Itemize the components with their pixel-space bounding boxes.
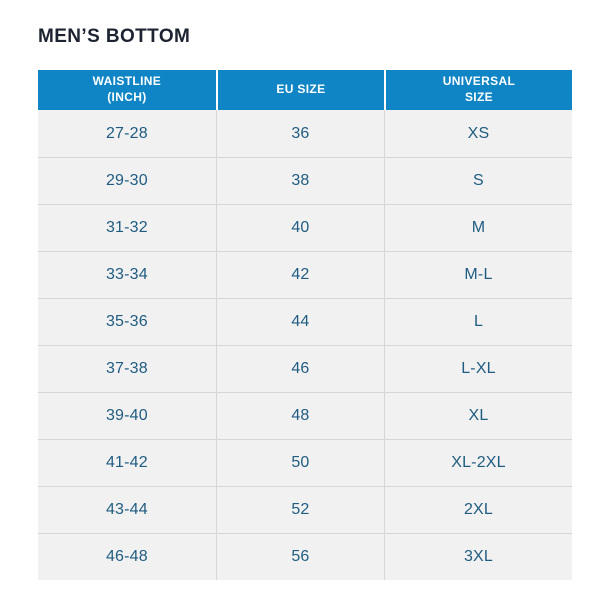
cell-eu-size: 42 xyxy=(215,252,384,298)
column-header-label: SIZE xyxy=(464,90,494,104)
cell-waistline: 31-32 xyxy=(105,219,148,236)
cell-eu-size: 38 xyxy=(215,158,384,204)
column-header-eu-size: EU SIZE xyxy=(215,70,384,110)
table-header-row: WAISTLINE (INCH) EU SIZE UNIVERSAL SIZE xyxy=(38,70,572,110)
column-header-waistline: WAISTLINE (INCH) xyxy=(38,70,216,110)
cell-eu-size: 56 xyxy=(215,534,384,580)
cell-waistline: 37-38 xyxy=(105,360,148,377)
cell-eu-size: 48 xyxy=(215,393,384,439)
column-header-label: (INCH) xyxy=(107,90,147,104)
table-row: 31-32 40 M xyxy=(38,204,572,251)
cell-universal-size: XS xyxy=(384,110,572,157)
column-header-label: UNIVERSAL xyxy=(442,74,516,89)
table-row: 37-38 46 L-XL xyxy=(38,345,572,392)
page-title: MEN’S BOTTOM xyxy=(38,26,191,47)
cell-universal-size: M xyxy=(384,205,572,251)
column-header-label: WAISTLINE xyxy=(92,74,162,89)
cell-waistline: 33-34 xyxy=(105,266,148,283)
cell-eu-size: 44 xyxy=(215,299,384,345)
cell-eu-size: 40 xyxy=(215,205,384,251)
table-body: 27-28 36 XS 29-30 38 S 31-32 40 M 33-34 … xyxy=(38,110,572,580)
cell-waistline: 39-40 xyxy=(105,407,148,424)
cell-universal-size: L-XL xyxy=(384,346,572,392)
table-row: 39-40 48 XL xyxy=(38,392,572,439)
cell-waistline: 46-48 xyxy=(105,548,148,565)
column-header-universal-size: UNIVERSAL SIZE xyxy=(384,70,572,110)
cell-universal-size: XL-2XL xyxy=(384,440,572,486)
table-row: 43-44 52 2XL xyxy=(38,486,572,533)
cell-universal-size: S xyxy=(384,158,572,204)
cell-universal-size: L xyxy=(384,299,572,345)
cell-waistline: 35-36 xyxy=(105,313,148,330)
table-row: 29-30 38 S xyxy=(38,157,572,204)
cell-eu-size: 46 xyxy=(215,346,384,392)
column-header-label: EU SIZE xyxy=(276,82,326,97)
cell-universal-size: M-L xyxy=(384,252,572,298)
size-chart-table: WAISTLINE (INCH) EU SIZE UNIVERSAL SIZE … xyxy=(38,70,572,580)
table-row: 35-36 44 L xyxy=(38,298,572,345)
cell-waistline: 29-30 xyxy=(105,172,148,189)
cell-waistline: 43-44 xyxy=(105,501,148,518)
cell-waistline: 41-42 xyxy=(105,454,148,471)
cell-universal-size: 3XL xyxy=(384,534,572,580)
table-row: 46-48 56 3XL xyxy=(38,533,572,580)
cell-eu-size: 52 xyxy=(215,487,384,533)
cell-waistline: 27-28 xyxy=(105,124,148,142)
cell-eu-size: 50 xyxy=(215,440,384,486)
cell-universal-size: XL xyxy=(384,393,572,439)
cell-eu-size: 36 xyxy=(215,110,384,157)
cell-universal-size: 2XL xyxy=(384,487,572,533)
table-row: 27-28 36 XS xyxy=(38,110,572,157)
table-row: 41-42 50 XL-2XL xyxy=(38,439,572,486)
table-row: 33-34 42 M-L xyxy=(38,251,572,298)
